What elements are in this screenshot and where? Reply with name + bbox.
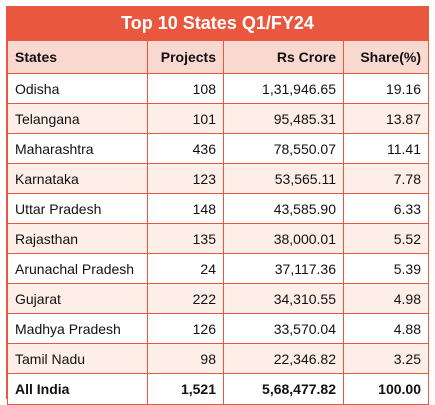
total-share: 100.00	[343, 373, 429, 405]
table-title: Top 10 States Q1/FY24	[7, 7, 428, 40]
share-cell: 5.52	[343, 223, 429, 254]
total-projects: 1,521	[147, 373, 224, 405]
rs-crore-cell: 53,565.11	[223, 163, 344, 194]
table-row: Tamil Nadu 98 22,346.82 3.25	[7, 343, 429, 374]
table-row: Telangana 101 95,485.31 13.87	[7, 103, 429, 134]
states-table-panel: Top 10 States Q1/FY24 States Projects Rs…	[6, 6, 429, 405]
state-cell: Rajasthan	[7, 223, 148, 254]
header-rs-crore: Rs Crore	[223, 40, 344, 74]
rs-crore-cell: 78,550.07	[223, 133, 344, 164]
projects-cell: 123	[147, 163, 224, 194]
projects-cell: 108	[147, 73, 224, 104]
rs-crore-cell: 37,117.36	[223, 253, 344, 284]
share-cell: 3.25	[343, 343, 429, 374]
state-cell: Uttar Pradesh	[7, 193, 148, 224]
total-label: All India	[7, 373, 148, 405]
share-cell: 6.33	[343, 193, 429, 224]
rs-crore-cell: 34,310.55	[223, 283, 344, 314]
table-row: Rajasthan 135 38,000.01 5.52	[7, 223, 429, 254]
state-cell: Karnataka	[7, 163, 148, 194]
share-cell: 11.41	[343, 133, 429, 164]
projects-cell: 98	[147, 343, 224, 374]
rs-crore-cell: 22,346.82	[223, 343, 344, 374]
projects-cell: 148	[147, 193, 224, 224]
rs-crore-cell: 1,31,946.65	[223, 73, 344, 104]
table-row: Madhya Pradesh 126 33,570.04 4.88	[7, 313, 429, 344]
projects-cell: 135	[147, 223, 224, 254]
share-cell: 5.39	[343, 253, 429, 284]
table-row: Odisha 108 1,31,946.65 19.16	[7, 73, 429, 104]
state-cell: Telangana	[7, 103, 148, 134]
share-cell: 7.78	[343, 163, 429, 194]
state-cell: Maharashtra	[7, 133, 148, 164]
rs-crore-cell: 95,485.31	[223, 103, 344, 134]
rs-crore-cell: 38,000.01	[223, 223, 344, 254]
projects-cell: 126	[147, 313, 224, 344]
table-row: Arunachal Pradesh 24 37,117.36 5.39	[7, 253, 429, 284]
header-row: States Projects Rs Crore Share(%)	[7, 40, 429, 74]
header-projects: Projects	[147, 40, 224, 74]
table-row: Karnataka 123 53,565.11 7.78	[7, 163, 429, 194]
states-table: States Projects Rs Crore Share(%) Odisha…	[7, 40, 429, 405]
state-cell: Gujarat	[7, 283, 148, 314]
share-cell: 19.16	[343, 73, 429, 104]
state-cell: Madhya Pradesh	[7, 313, 148, 344]
state-cell: Odisha	[7, 73, 148, 104]
state-cell: Arunachal Pradesh	[7, 253, 148, 284]
total-rs-crore: 5,68,477.82	[223, 373, 344, 405]
table-row: Gujarat 222 34,310.55 4.98	[7, 283, 429, 314]
projects-cell: 101	[147, 103, 224, 134]
share-cell: 4.98	[343, 283, 429, 314]
header-states: States	[7, 40, 148, 74]
table-row: Uttar Pradesh 148 43,585.90 6.33	[7, 193, 429, 224]
total-row: All India 1,521 5,68,477.82 100.00	[7, 373, 429, 405]
share-cell: 4.88	[343, 313, 429, 344]
rs-crore-cell: 33,570.04	[223, 313, 344, 344]
projects-cell: 436	[147, 133, 224, 164]
state-cell: Tamil Nadu	[7, 343, 148, 374]
rs-crore-cell: 43,585.90	[223, 193, 344, 224]
share-cell: 13.87	[343, 103, 429, 134]
table-row: Maharashtra 436 78,550.07 11.41	[7, 133, 429, 164]
header-share: Share(%)	[343, 40, 429, 74]
projects-cell: 222	[147, 283, 224, 314]
projects-cell: 24	[147, 253, 224, 284]
